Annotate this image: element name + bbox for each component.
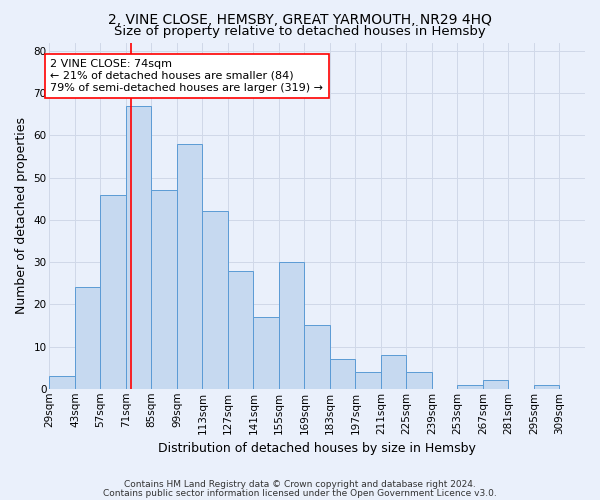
Bar — [253, 317, 279, 389]
Bar — [228, 270, 253, 389]
Text: Contains HM Land Registry data © Crown copyright and database right 2024.: Contains HM Land Registry data © Crown c… — [124, 480, 476, 489]
Bar — [330, 359, 355, 389]
Bar — [177, 144, 202, 389]
Bar — [49, 376, 75, 389]
Bar — [202, 212, 228, 389]
Bar — [534, 384, 559, 389]
Text: Size of property relative to detached houses in Hemsby: Size of property relative to detached ho… — [114, 25, 486, 38]
Bar — [304, 326, 330, 389]
Bar — [483, 380, 508, 389]
Text: 2 VINE CLOSE: 74sqm
← 21% of detached houses are smaller (84)
79% of semi-detach: 2 VINE CLOSE: 74sqm ← 21% of detached ho… — [50, 60, 323, 92]
Bar — [279, 262, 304, 389]
Bar — [100, 194, 126, 389]
Text: 2, VINE CLOSE, HEMSBY, GREAT YARMOUTH, NR29 4HQ: 2, VINE CLOSE, HEMSBY, GREAT YARMOUTH, N… — [108, 12, 492, 26]
Y-axis label: Number of detached properties: Number of detached properties — [15, 117, 28, 314]
Bar — [381, 355, 406, 389]
X-axis label: Distribution of detached houses by size in Hemsby: Distribution of detached houses by size … — [158, 442, 476, 455]
Bar — [151, 190, 177, 389]
Bar — [406, 372, 432, 389]
Bar — [126, 106, 151, 389]
Bar — [75, 288, 100, 389]
Bar — [355, 372, 381, 389]
Bar — [457, 384, 483, 389]
Text: Contains public sector information licensed under the Open Government Licence v3: Contains public sector information licen… — [103, 488, 497, 498]
